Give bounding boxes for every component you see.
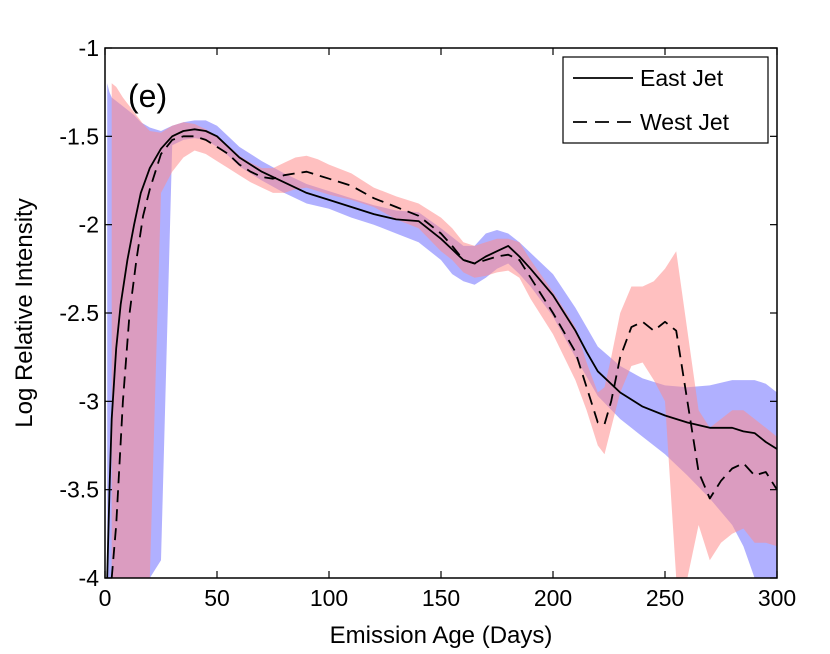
y-axis-title: Log Relative Intensity <box>11 198 38 427</box>
legend: East Jet West Jet <box>562 56 769 144</box>
east-jet-line <box>106 128 778 579</box>
y-tick-label: -4 <box>79 565 100 591</box>
x-tick-label: 50 <box>204 585 230 611</box>
legend-west-jet-label: West Jet <box>640 109 730 135</box>
legend-east-jet-label: East Jet <box>640 65 724 91</box>
y-tick-label: -2.5 <box>59 300 99 326</box>
y-axis: -1 -1.5 -2 -2.5 -3 -3.5 -4 <box>59 35 777 591</box>
legend-box <box>562 56 769 144</box>
y-tick-label: -1.5 <box>59 123 99 149</box>
x-axis-title: Emission Age (Days) <box>330 622 553 649</box>
y-tick-label: -2 <box>79 212 99 238</box>
y-tick-label: -1 <box>79 35 99 61</box>
west-jet-line <box>110 135 778 579</box>
x-tick-label: 150 <box>422 585 460 611</box>
series-lines <box>106 128 778 579</box>
x-tick-label: 100 <box>310 585 348 611</box>
y-tick-label: -3 <box>79 388 99 414</box>
x-tick-label: 200 <box>534 585 572 611</box>
x-tick-label: 250 <box>646 585 684 611</box>
x-tick-label: 300 <box>758 585 796 611</box>
x-axis: 0 50 100 150 200 250 300 <box>99 48 796 611</box>
y-tick-label: -3.5 <box>59 477 99 503</box>
panel-label: (e) <box>128 78 167 114</box>
x-tick-label: 0 <box>99 585 112 611</box>
